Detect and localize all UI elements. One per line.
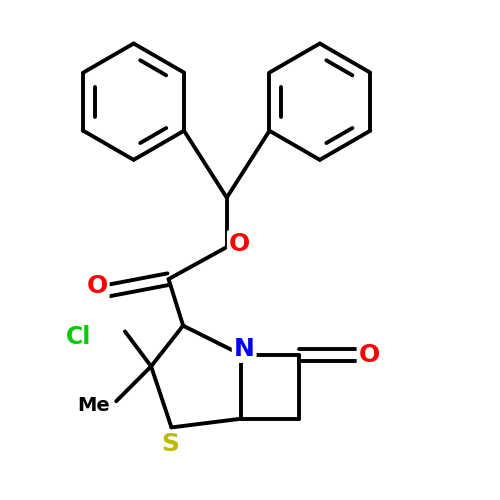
Text: N: N <box>234 337 254 361</box>
Text: Me: Me <box>78 396 110 415</box>
Text: O: O <box>229 232 250 256</box>
Text: O: O <box>86 274 108 298</box>
Text: O: O <box>358 342 380 366</box>
Text: Cl: Cl <box>66 326 91 349</box>
Text: S: S <box>162 432 180 456</box>
